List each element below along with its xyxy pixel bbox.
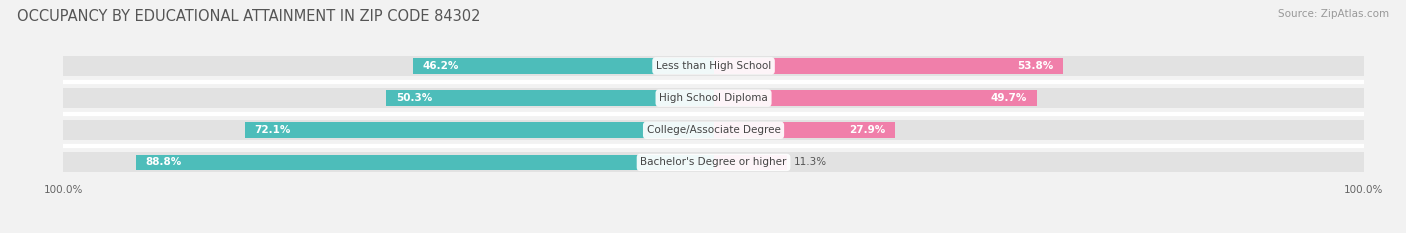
Text: 49.7%: 49.7% [991,93,1026,103]
Text: 11.3%: 11.3% [793,158,827,168]
Text: 46.2%: 46.2% [423,61,460,71]
Bar [63,152,1364,172]
Text: College/Associate Degree: College/Associate Degree [647,125,780,135]
Bar [245,123,713,138]
Text: 50.3%: 50.3% [396,93,433,103]
Bar [136,155,713,170]
Text: 88.8%: 88.8% [146,158,183,168]
Bar [387,90,713,106]
Text: OCCUPANCY BY EDUCATIONAL ATTAINMENT IN ZIP CODE 84302: OCCUPANCY BY EDUCATIONAL ATTAINMENT IN Z… [17,9,481,24]
Bar [63,88,1364,108]
Text: Bachelor's Degree or higher: Bachelor's Degree or higher [640,158,787,168]
Bar [713,123,896,138]
Bar [713,90,1036,106]
Bar [413,58,713,74]
Text: Less than High School: Less than High School [657,61,770,71]
Bar [63,120,1364,140]
Bar [713,58,1063,74]
Text: 53.8%: 53.8% [1018,61,1053,71]
Text: High School Diploma: High School Diploma [659,93,768,103]
Text: 72.1%: 72.1% [254,125,291,135]
Bar [713,155,787,170]
Text: 27.9%: 27.9% [849,125,886,135]
Bar [63,56,1364,76]
Text: Source: ZipAtlas.com: Source: ZipAtlas.com [1278,9,1389,19]
